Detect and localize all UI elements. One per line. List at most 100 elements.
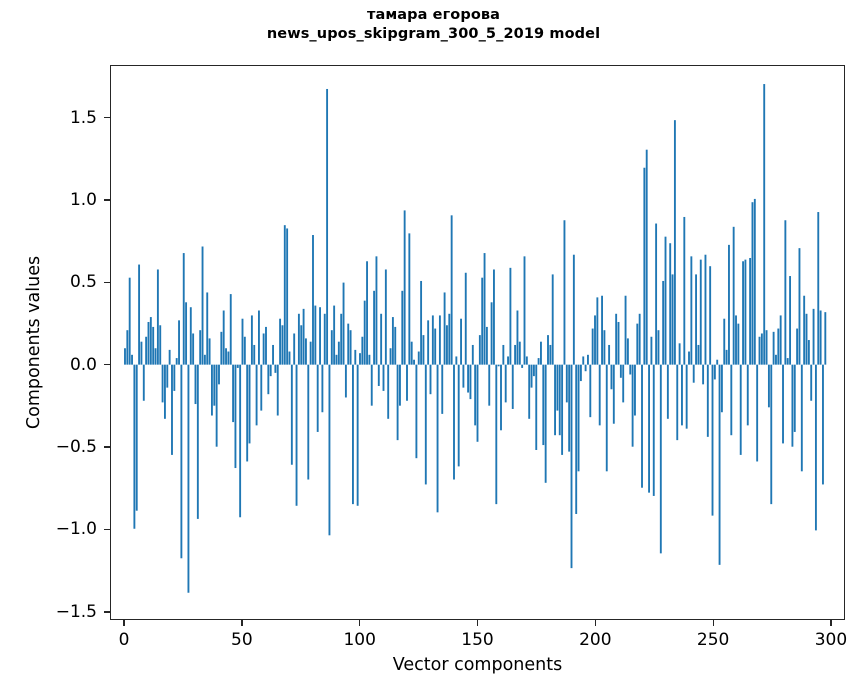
bar [171, 364, 173, 455]
bar [542, 364, 545, 446]
bar [756, 364, 759, 462]
bar [189, 307, 192, 365]
bar [154, 348, 157, 365]
chart-title-line-1: тамара егорова [366, 7, 501, 23]
bar [626, 338, 629, 365]
bar [641, 364, 643, 488]
plot-area [110, 65, 845, 620]
bar [530, 364, 533, 388]
bar [718, 364, 721, 565]
bar [227, 351, 230, 365]
bar [598, 364, 601, 426]
bar [652, 364, 655, 496]
bar [645, 149, 648, 365]
bar [695, 274, 698, 365]
bar [507, 356, 509, 365]
bar [340, 313, 343, 365]
bar [462, 364, 465, 388]
bar [335, 354, 338, 365]
bar [704, 254, 707, 365]
bar [643, 167, 646, 365]
bar [159, 325, 162, 365]
bar [131, 354, 133, 365]
bar [199, 330, 202, 365]
bar [147, 321, 150, 365]
bar [763, 84, 766, 365]
x-tick-mark [123, 620, 125, 626]
bar [225, 348, 227, 365]
bar [215, 364, 218, 447]
bar [328, 364, 331, 536]
bar [671, 274, 674, 365]
bar [265, 326, 267, 365]
bar [380, 313, 383, 365]
bar [293, 333, 296, 365]
bar [406, 364, 408, 401]
bar [648, 364, 650, 493]
bar [356, 364, 359, 506]
bar [476, 364, 479, 442]
x-tick-label: 150 [461, 630, 494, 650]
bar [410, 341, 413, 365]
bar [732, 226, 735, 365]
bar [366, 261, 368, 365]
bar [582, 356, 585, 365]
bar [723, 318, 726, 365]
bar [337, 341, 340, 365]
bar [192, 333, 195, 365]
bar [540, 341, 542, 365]
bar [554, 364, 556, 436]
bar [286, 228, 289, 365]
bar [807, 340, 810, 365]
bar [751, 202, 754, 365]
bar [262, 333, 265, 365]
bar [234, 364, 237, 469]
bar [203, 354, 206, 365]
x-tick-label: 0 [118, 630, 130, 650]
bar [775, 354, 777, 365]
bar [514, 344, 517, 365]
bar [453, 364, 455, 480]
bar [800, 364, 803, 472]
bar [544, 364, 547, 483]
bar [434, 328, 437, 365]
bar [394, 326, 397, 365]
bar [481, 277, 484, 365]
bar [441, 364, 444, 414]
bar [673, 120, 676, 365]
bar [196, 364, 199, 519]
bar [323, 313, 326, 365]
bar [591, 328, 594, 365]
bar [577, 364, 580, 472]
bar [521, 364, 524, 368]
bar [377, 364, 380, 386]
bar [460, 318, 462, 365]
bar [373, 290, 376, 365]
bar [173, 364, 176, 391]
bar [443, 292, 446, 365]
bar [746, 364, 749, 426]
bar [241, 318, 244, 365]
bar [589, 364, 592, 418]
bar [187, 364, 190, 593]
bar [253, 344, 256, 365]
bar [713, 364, 716, 380]
bar [817, 212, 820, 365]
bar [749, 257, 752, 365]
bar [250, 315, 253, 365]
bar [810, 364, 813, 401]
bar [185, 302, 188, 365]
bar-series-canvas [124, 84, 827, 593]
bar [257, 310, 260, 365]
bar [584, 364, 587, 372]
bar [471, 344, 474, 365]
bar [314, 305, 317, 365]
x-tick-mark [594, 620, 597, 626]
bar [391, 317, 394, 365]
bar [812, 308, 815, 365]
bar [316, 364, 319, 432]
bar [438, 315, 441, 365]
bar [603, 330, 606, 365]
bar [709, 266, 712, 365]
y-tick-label: −0.5 [55, 437, 97, 458]
